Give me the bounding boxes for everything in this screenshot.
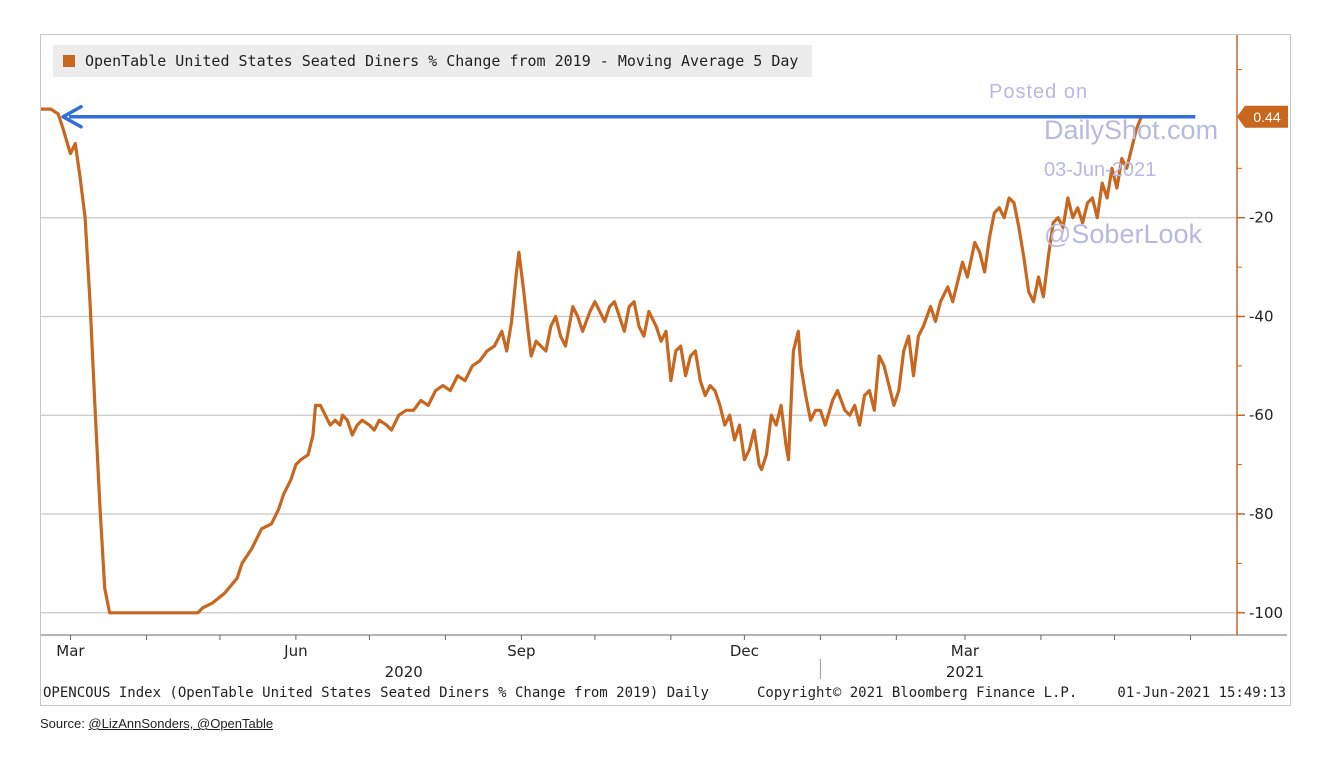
footer-copyright: Copyright© 2021 Bloomberg Finance L.P. xyxy=(757,685,1078,701)
source-prefix: Source: xyxy=(40,716,89,731)
x-tick-label: Jun xyxy=(283,642,307,660)
last-value-label: 0.44 xyxy=(1253,109,1280,125)
x-tick-label: Mar xyxy=(951,642,980,660)
y-tick-label: -60 xyxy=(1249,406,1274,424)
y-tick-label: -80 xyxy=(1249,505,1274,523)
legend: OpenTable United States Seated Diners % … xyxy=(53,45,813,77)
watermark-date: 03-Jun-2021 xyxy=(1044,159,1157,181)
source-note: Source: @LizAnnSonders, @OpenTable xyxy=(40,716,273,731)
grid-lines xyxy=(41,217,1237,614)
chart-frame: -20 -40 -60 -80 -100 Mar Jun Sep Dec Mar 2020 2021 … xyxy=(40,34,1291,706)
y-tick-label: -20 xyxy=(1249,209,1274,227)
legend-label: OpenTable United States Seated Diners % … xyxy=(85,52,799,70)
last-value-badge xyxy=(1237,105,1288,128)
y-tick-label: -40 xyxy=(1249,307,1274,325)
x-year-label: 2021 xyxy=(946,663,984,681)
x-tick-label: Mar xyxy=(56,642,85,660)
watermark-handle: @SoberLook xyxy=(1044,219,1203,249)
x-tick-label: Dec xyxy=(730,642,759,660)
watermark-posted: Posted on xyxy=(989,81,1089,103)
watermark-site: DailyShot.com xyxy=(1044,115,1219,145)
x-tick-label: Sep xyxy=(507,642,535,660)
arrow-head xyxy=(61,105,83,129)
footer-timestamp: 01-Jun-2021 15:49:13 xyxy=(1117,685,1286,701)
legend-swatch xyxy=(63,55,75,67)
axes: -20 -40 -60 -80 -100 Mar Jun Sep Dec Mar 2020 2021 xyxy=(41,35,1287,681)
series-layer xyxy=(41,107,1143,615)
annotation-layer: 0.44 xyxy=(61,105,1288,129)
series-line xyxy=(41,107,1143,615)
footer-index: OPENCOUS Index (OpenTable United States … xyxy=(43,685,709,701)
source-links[interactable]: @LizAnnSonders, @OpenTable xyxy=(88,716,274,731)
x-year-label: 2020 xyxy=(385,663,423,681)
y-tick-label: -100 xyxy=(1249,604,1283,622)
